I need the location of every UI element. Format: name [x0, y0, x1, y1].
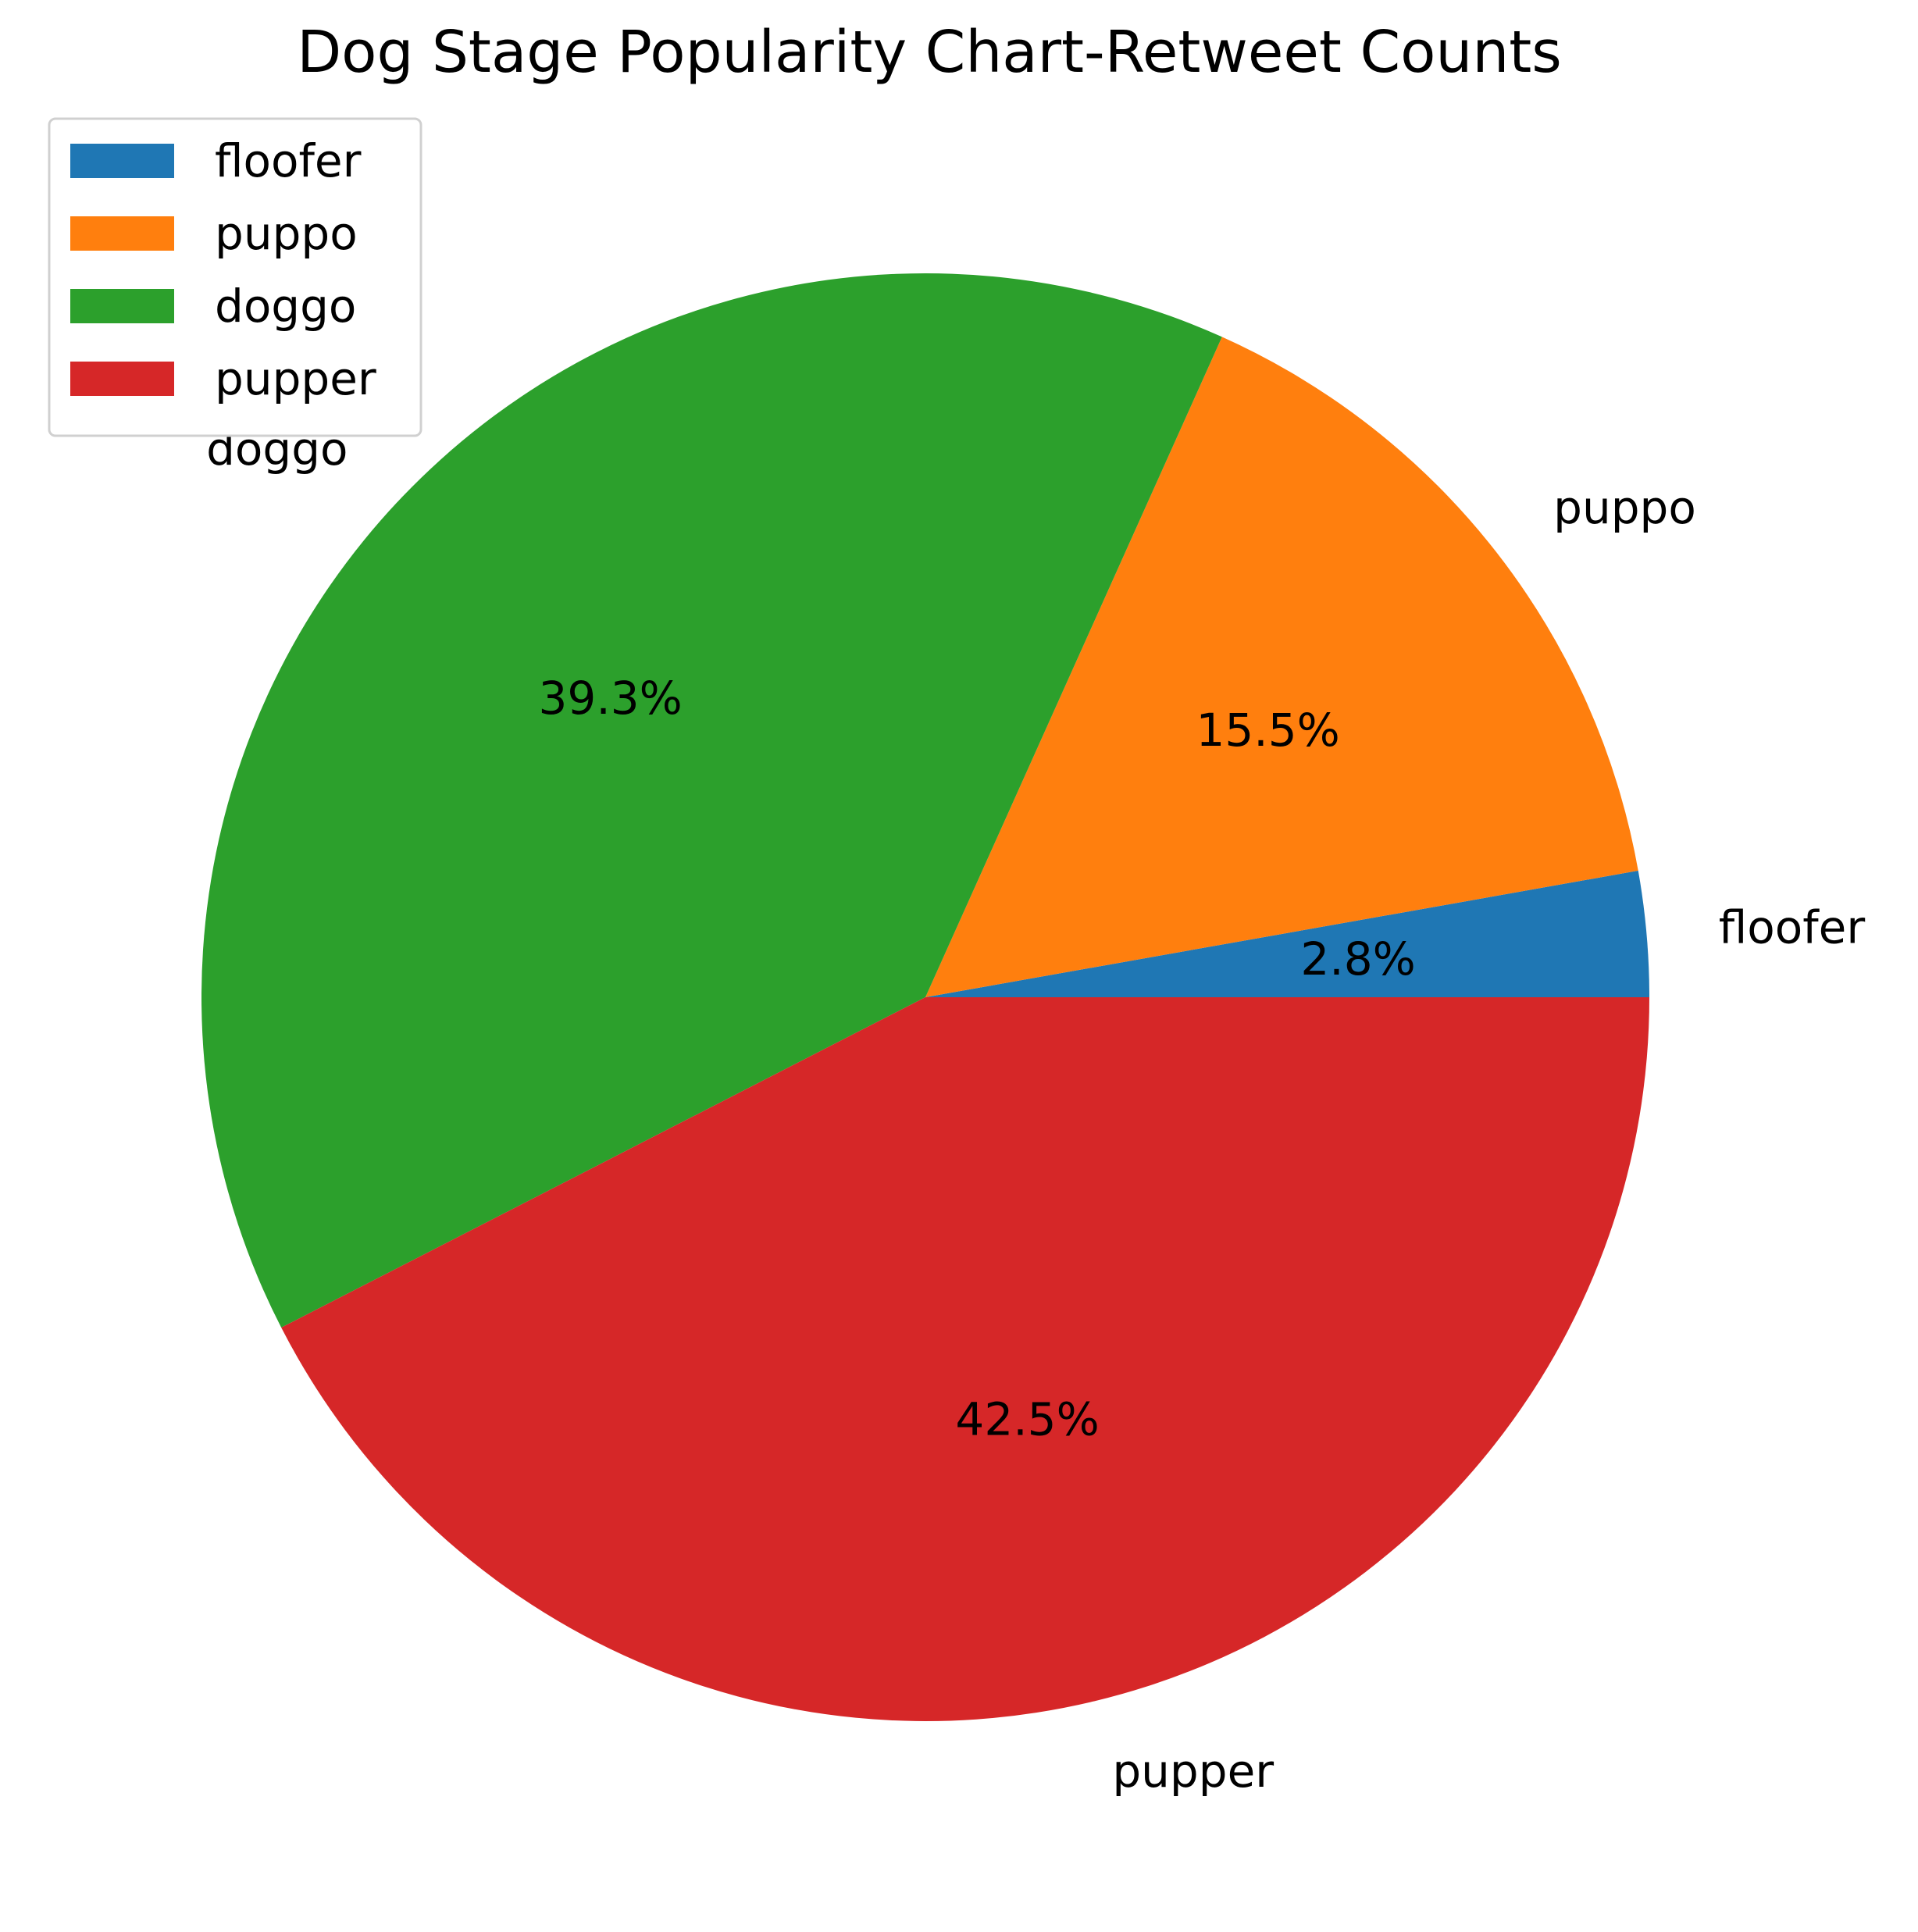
pct-label-doggo: 39.3% — [539, 672, 683, 725]
pie-slices — [201, 273, 1649, 1721]
pct-label-pupper: 42.5% — [955, 1393, 1099, 1446]
category-label-pupper: pupper — [1112, 1745, 1274, 1798]
category-label-floofer: floofer — [1719, 901, 1866, 954]
legend-swatch-puppo — [70, 216, 174, 251]
legend-label-floofer: floofer — [215, 134, 362, 187]
pie-slice-doggo — [201, 273, 1222, 1328]
pct-label-floofer: 2.8% — [1300, 932, 1415, 986]
pie-slice-pupper — [281, 997, 1649, 1721]
legend-label-pupper: pupper — [215, 352, 376, 405]
pct-label-puppo: 15.5% — [1196, 704, 1340, 757]
chart-title: Dog Stage Popularity Chart-Retweet Count… — [297, 19, 1562, 86]
legend-swatch-pupper — [70, 362, 174, 396]
pie-slice-floofer — [925, 870, 1649, 997]
legend-label-doggo: doggo — [215, 280, 356, 333]
legend-frame — [48, 117, 422, 437]
legend-swatch-floofer — [70, 144, 174, 178]
legend: floofer puppo doggo pupper — [48, 117, 422, 437]
legend-label-puppo: puppo — [215, 207, 358, 260]
percentage-labels: 2.8% 15.5% 39.3% 42.5% — [539, 672, 1416, 1446]
pie-slice-puppo — [925, 337, 1638, 997]
legend-swatch-doggo — [70, 289, 174, 323]
category-label-puppo: puppo — [1553, 481, 1696, 534]
